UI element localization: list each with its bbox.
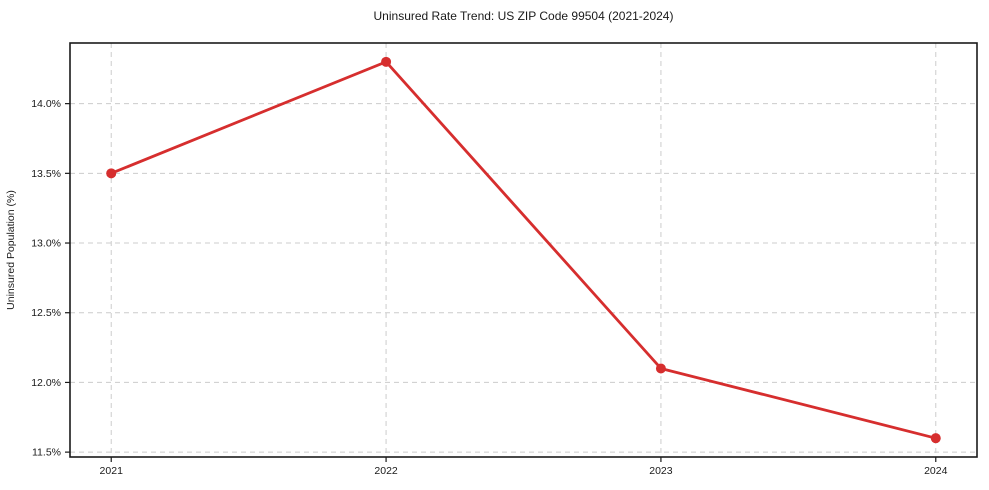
data-point-marker <box>106 168 117 179</box>
x-tick-label: 2023 <box>649 465 673 477</box>
y-tick-label: 13.0% <box>31 238 61 250</box>
y-tick-label: 14.0% <box>31 98 61 110</box>
y-tick-label: 11.5% <box>32 447 61 459</box>
y-tick-label: 12.0% <box>31 377 61 389</box>
x-tick-label: 2022 <box>374 465 398 477</box>
plot-border <box>69 42 978 458</box>
x-tick-label: 2021 <box>100 465 124 477</box>
chart-title: Uninsured Rate Trend: US ZIP Code 99504 … <box>373 9 674 23</box>
y-tick-label: 12.5% <box>31 307 61 319</box>
trend-line <box>109 60 938 440</box>
data-point-marker <box>930 433 941 444</box>
data-point-marker <box>655 363 666 374</box>
x-tick-label: 2024 <box>924 465 948 477</box>
data-point-marker <box>381 56 392 67</box>
y-tick-label: 13.5% <box>31 168 61 180</box>
y-axis-label: Uninsured Population (%) <box>5 190 17 310</box>
